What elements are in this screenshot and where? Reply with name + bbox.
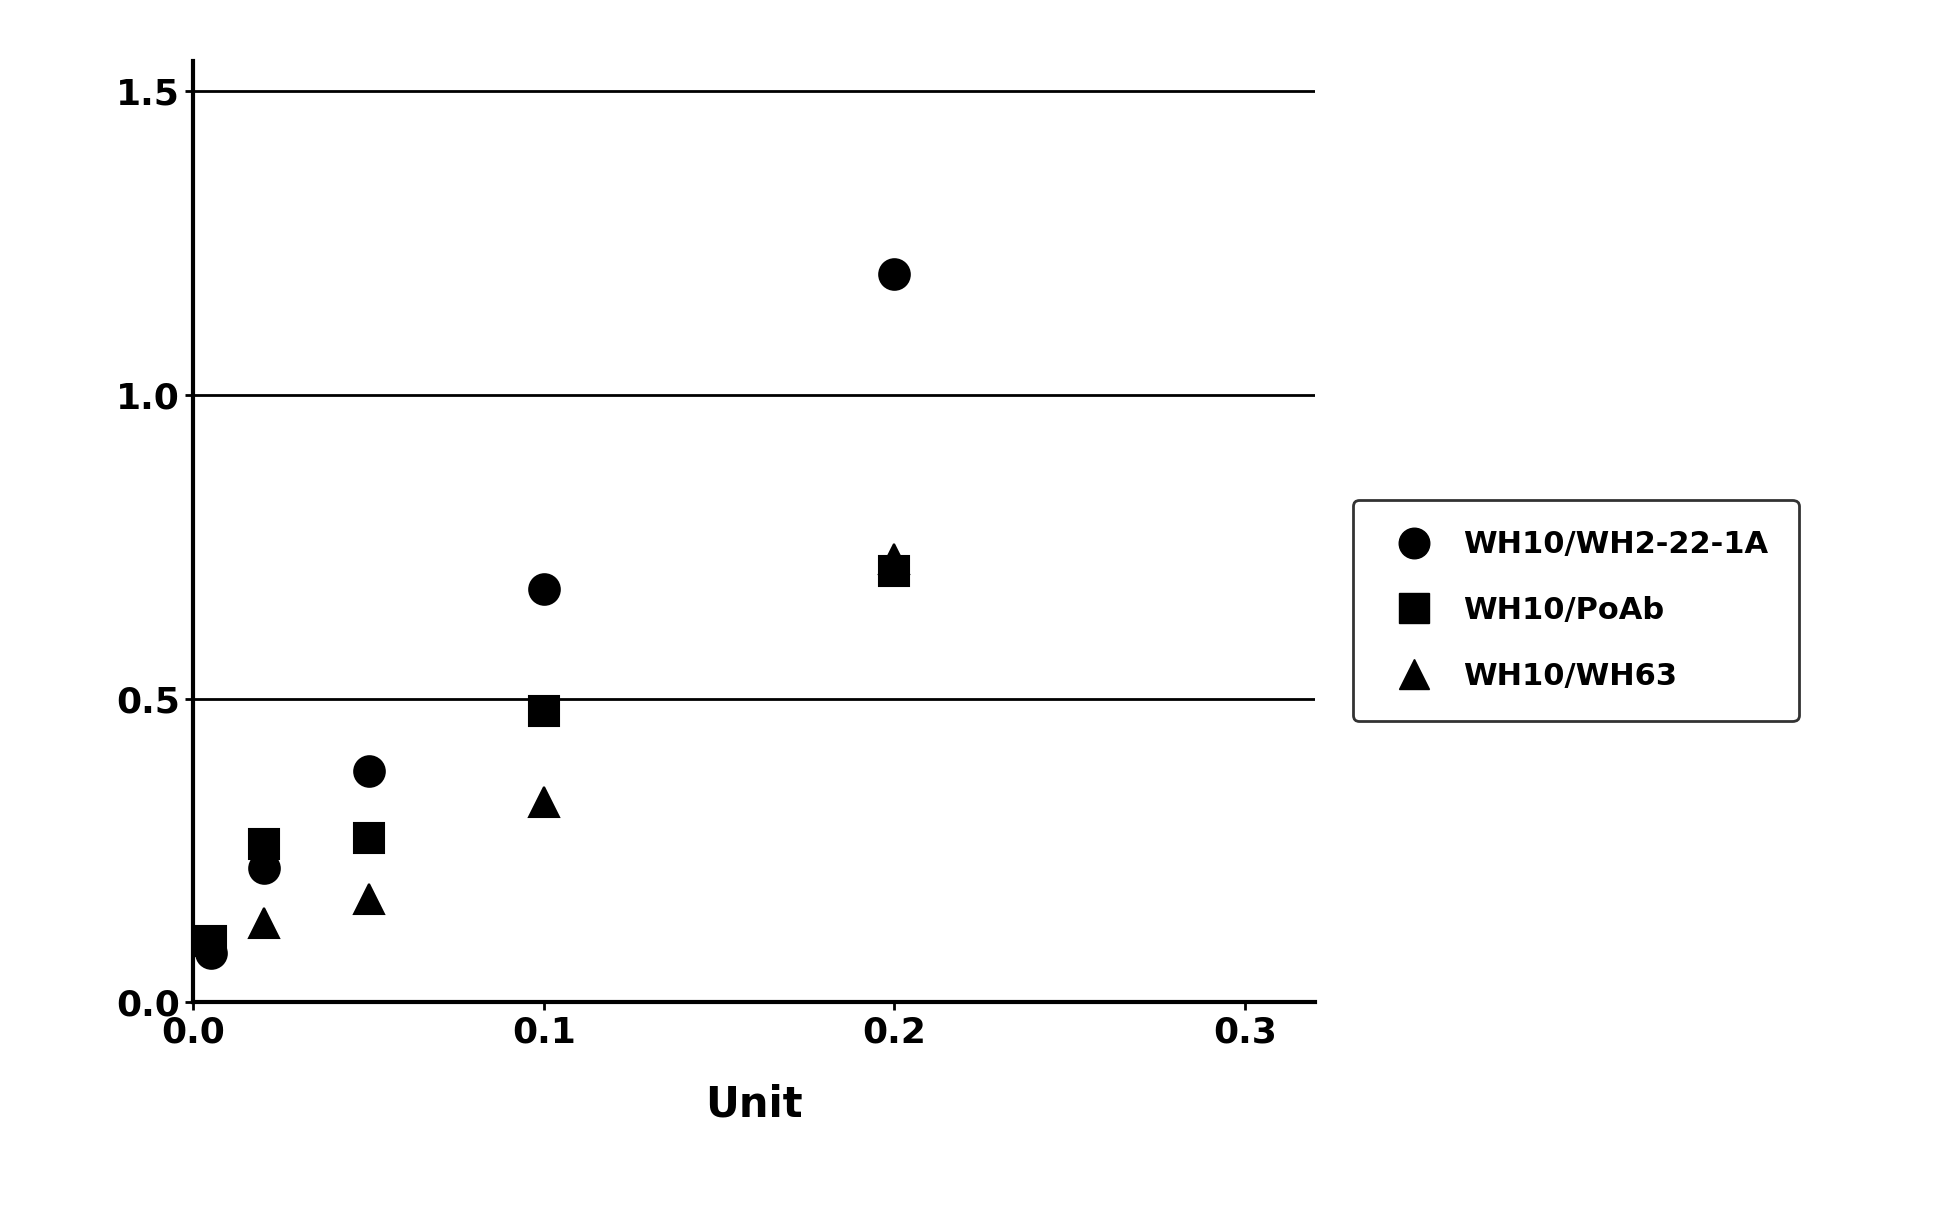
Legend: WH10/WH2-22-1A, WH10/PoAb, WH10/WH63: WH10/WH2-22-1A, WH10/PoAb, WH10/WH63 bbox=[1352, 500, 1799, 721]
X-axis label: Unit: Unit bbox=[706, 1084, 803, 1125]
